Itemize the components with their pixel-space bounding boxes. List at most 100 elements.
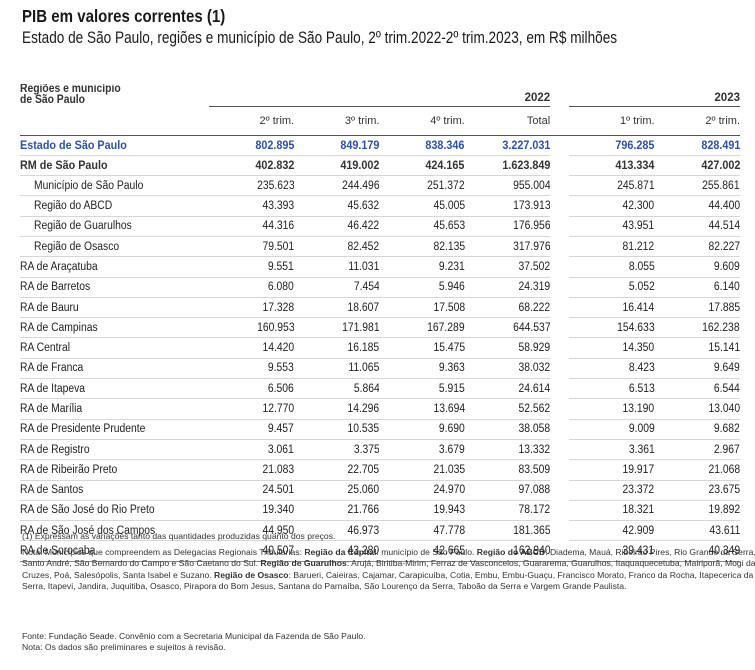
- col-header: 3º trim.: [344, 114, 380, 127]
- gdp-table: Regiões e município de São Paulo 2022 20…: [20, 84, 740, 562]
- table-cell: 3.227.031: [464, 135, 551, 156]
- header-period-row: 2º trim. 3º trim. 4º trim. Total 1º trim…: [20, 106, 740, 135]
- table-cell: 43.611: [654, 520, 740, 542]
- table-cell: 24.970: [379, 480, 465, 501]
- table-cell: 9.609: [654, 256, 740, 278]
- row-label: RA de Ribeirão Preto: [20, 459, 209, 481]
- row-label: RA de Araçatuba: [20, 256, 209, 278]
- table-row: RA de Ribeirão Preto 21.083 22.705 21.035 83…: [20, 459, 740, 481]
- row-label: Estado de São Paulo: [20, 135, 209, 156]
- table-cell: 21.083: [208, 459, 295, 481]
- table-cell: 39.431: [569, 540, 655, 562]
- table-cell: 13.040: [654, 398, 740, 420]
- table-cell: 24.501: [208, 480, 295, 501]
- row-label: RA Central: [20, 337, 209, 359]
- header-year-row: Regiões e município de São Paulo 2022 20…: [20, 84, 740, 107]
- table-cell: 154.633: [569, 317, 655, 339]
- table-cell: 37.502: [464, 256, 551, 278]
- table-cell: 176.956: [464, 216, 551, 237]
- row-label: RA de Santos: [20, 480, 209, 501]
- table-cell: 3.679: [379, 439, 465, 461]
- table-cell: 82.452: [294, 236, 380, 258]
- table-row: RA Central 14.420 16.185 15.475 58.929 14.350…: [20, 337, 740, 359]
- table-cell: 14.350: [569, 337, 655, 359]
- header-year-2022: 2022: [208, 84, 551, 107]
- col-header: Total: [526, 114, 551, 127]
- table-cell: 15.141: [654, 337, 740, 359]
- table-cell: 6.506: [208, 378, 295, 400]
- table-cell: 45.653: [379, 216, 465, 237]
- table-cell: 25.060: [294, 480, 380, 501]
- table-cell: 44.514: [654, 216, 740, 237]
- table-cell: 419.002: [294, 155, 380, 177]
- row-label: RA de São José do Rio Preto: [20, 500, 209, 522]
- table-cell: 15.475: [379, 337, 465, 359]
- table-cell: 21.035: [379, 459, 465, 481]
- table-cell: 6.544: [654, 378, 740, 400]
- table-cell: 181.365: [464, 520, 551, 542]
- col-header: 1º trim.: [620, 114, 655, 127]
- table-cell: 19.917: [569, 459, 655, 481]
- table-row: Região de Osasco 79.501 82.452 82.135 317.97…: [20, 236, 740, 258]
- table-row: RA de Campinas 160.953 171.981 167.289 644.5…: [20, 317, 740, 339]
- table-cell: 38.032: [464, 358, 551, 380]
- table-cell: 19.943: [379, 500, 465, 522]
- table-cell: 828.491: [654, 135, 740, 156]
- table-cell: 9.690: [379, 419, 465, 440]
- table-cell: 9.363: [379, 358, 465, 380]
- table-cell: 23.372: [569, 480, 655, 501]
- table-cell: 11.065: [294, 358, 380, 380]
- table-cell: 14.296: [294, 398, 380, 420]
- header-year-2023: 2023: [569, 84, 740, 107]
- table-cell: 23.675: [654, 480, 740, 501]
- table-cell: 9.231: [379, 256, 465, 278]
- table-cell: 40.349: [654, 540, 740, 562]
- row-label: Região de Osasco: [20, 236, 209, 258]
- table-cell: 38.058: [464, 419, 551, 440]
- table-cell: 5.052: [569, 277, 655, 298]
- col-header: 2º trim.: [259, 114, 295, 127]
- col-header: 2º trim.: [705, 114, 740, 127]
- table-cell: 402.832: [208, 155, 295, 177]
- table-cell: 171.981: [294, 317, 380, 339]
- row-label: RA de Bauru: [20, 297, 209, 319]
- table-cell: 173.913: [464, 195, 551, 217]
- row-label: RA de Registro: [20, 439, 209, 461]
- table-cell: 44.316: [208, 216, 295, 237]
- source-note: Fonte: Fundação Seade. Convênio com a Se…: [22, 631, 742, 654]
- table-cell: 796.285: [569, 135, 655, 156]
- table-cell: 413.334: [569, 155, 655, 177]
- table-cell: 162.940: [464, 540, 551, 562]
- table-row: Região do ABCD 43.393 45.632 45.005 173.913 4…: [20, 195, 740, 217]
- table-cell: 167.289: [379, 317, 465, 339]
- table-cell: 317.976: [464, 236, 551, 258]
- table-cell: 13.190: [569, 398, 655, 420]
- table-cell: 2.967: [654, 439, 740, 461]
- table-cell: 13.694: [379, 398, 465, 420]
- table-row: RA de Sorocaba 40.507 43.280 42.665 162.940 3…: [20, 540, 740, 562]
- table-cell: 10.535: [294, 419, 380, 440]
- col-header: 4º trim.: [430, 114, 465, 127]
- table-cell: 52.562: [464, 398, 551, 420]
- table-cell: 245.871: [569, 175, 655, 197]
- row-label: RA de Marília: [20, 398, 209, 420]
- table-cell: 47.778: [379, 520, 465, 542]
- table-cell: 97.088: [464, 480, 551, 501]
- table-cell: 251.372: [379, 175, 465, 197]
- table-row: RA de Presidente Prudente 9.457 10.535 9.69…: [20, 419, 740, 440]
- table-cell: 13.332: [464, 439, 551, 461]
- table-cell: 14.420: [208, 337, 295, 359]
- table-cell: 43.280: [294, 540, 380, 562]
- table-cell: 82.135: [379, 236, 465, 258]
- table-cell: 24.614: [464, 378, 551, 400]
- table-cell: 838.346: [379, 135, 465, 156]
- source: Fonte: Fundação Seade. Convênio com a Se…: [22, 631, 366, 641]
- table-cell: 5.915: [379, 378, 465, 400]
- table-cell: 17.328: [208, 297, 295, 319]
- table-cell: 58.929: [464, 337, 551, 359]
- table-row: RA de São José dos Campos 44.950 46.973 47.…: [20, 520, 740, 542]
- table-cell: 78.172: [464, 500, 551, 522]
- table-row: RA de Santos 24.501 25.060 24.970 97.088 23.3…: [20, 480, 740, 501]
- table-row: Região de Guarulhos 44.316 46.422 45.653 176…: [20, 216, 740, 237]
- table-row: Município de São Paulo 235.623 244.496 251.…: [20, 175, 740, 197]
